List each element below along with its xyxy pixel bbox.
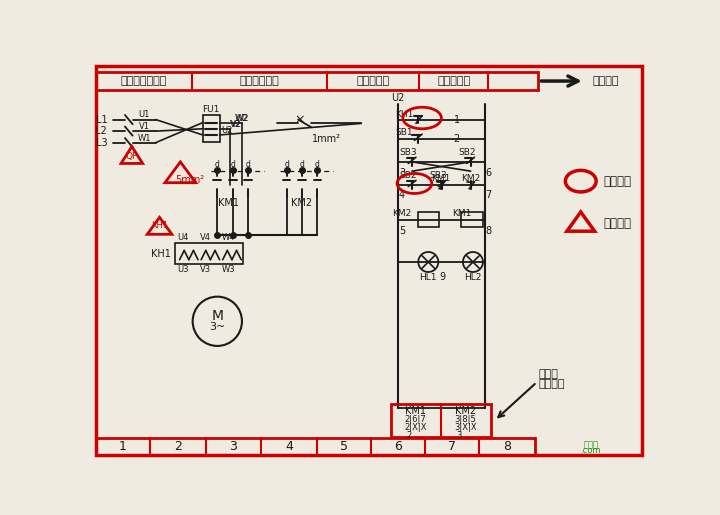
- Text: SB2: SB2: [458, 148, 475, 157]
- Text: d: d: [300, 161, 305, 169]
- Text: L1: L1: [96, 114, 107, 125]
- Text: FU1: FU1: [202, 106, 220, 114]
- Text: 6: 6: [395, 439, 402, 453]
- Text: KM2: KM2: [392, 209, 412, 218]
- Text: 9: 9: [439, 272, 445, 282]
- Text: M: M: [211, 309, 223, 323]
- Text: KM1: KM1: [218, 198, 239, 209]
- Bar: [462, 212, 483, 227]
- Text: .com: .com: [580, 446, 601, 455]
- Text: SB3: SB3: [430, 171, 447, 180]
- Text: SB1: SB1: [395, 128, 413, 137]
- Text: U2: U2: [222, 126, 233, 135]
- Text: d: d: [215, 161, 220, 169]
- Text: 5mm²: 5mm²: [175, 175, 204, 184]
- Text: KM1: KM1: [431, 175, 450, 183]
- Text: V4: V4: [200, 233, 211, 242]
- Text: U4: U4: [177, 233, 189, 242]
- Text: KM2: KM2: [292, 198, 312, 209]
- Text: SB2: SB2: [400, 171, 417, 180]
- Text: 2|6|7: 2|6|7: [405, 416, 426, 424]
- Text: 图幅分区: 图幅分区: [593, 76, 618, 86]
- Text: KH1: KH1: [395, 110, 413, 119]
- Text: 3|8|5: 3|8|5: [455, 416, 477, 424]
- Text: KM1: KM1: [451, 209, 471, 218]
- Text: W2: W2: [235, 113, 248, 123]
- Text: L3: L3: [96, 138, 107, 148]
- Text: KM2: KM2: [455, 406, 476, 416]
- Text: 继电器: 继电器: [539, 369, 558, 380]
- Text: 电源开关及保护: 电源开关及保护: [120, 76, 167, 86]
- Text: 8: 8: [503, 439, 510, 453]
- Text: 2: 2: [174, 439, 181, 453]
- Bar: [96, 438, 534, 455]
- Text: d: d: [246, 161, 251, 169]
- Text: KH1: KH1: [151, 249, 171, 259]
- Text: 电动机反转: 电动机反转: [437, 76, 470, 86]
- Text: 3|X|X: 3|X|X: [454, 423, 477, 432]
- Bar: [96, 72, 539, 90]
- Text: 接线图: 接线图: [583, 440, 598, 449]
- Text: d: d: [284, 161, 289, 169]
- Text: 1mm²: 1mm²: [312, 134, 341, 144]
- Text: 1: 1: [119, 439, 127, 453]
- Text: 8: 8: [485, 226, 492, 236]
- Text: KH1: KH1: [151, 221, 168, 230]
- Text: W4: W4: [222, 233, 235, 242]
- Text: d: d: [230, 161, 235, 169]
- Text: KM2: KM2: [461, 175, 480, 183]
- Text: HL1: HL1: [420, 273, 437, 282]
- Text: 2: 2: [407, 431, 412, 440]
- Text: 2|X|X: 2|X|X: [405, 423, 427, 432]
- Text: 电动机正转: 电动机正转: [356, 76, 390, 86]
- Text: 3: 3: [456, 431, 462, 440]
- Text: U2: U2: [392, 93, 405, 103]
- Text: W2: W2: [236, 113, 249, 123]
- Text: 图形符号: 图形符号: [604, 175, 632, 187]
- Text: HL2: HL2: [464, 273, 482, 282]
- Text: 7: 7: [485, 190, 492, 200]
- Text: 文字符号: 文字符号: [604, 217, 632, 230]
- Text: V2: V2: [230, 119, 240, 129]
- Text: V1: V1: [139, 122, 150, 131]
- Bar: [175, 243, 243, 264]
- Text: 4: 4: [285, 439, 293, 453]
- Text: d: d: [315, 161, 320, 169]
- Text: V3: V3: [200, 265, 212, 274]
- Text: W1: W1: [138, 133, 151, 143]
- Text: 7: 7: [448, 439, 456, 453]
- Text: 5: 5: [399, 226, 405, 236]
- Text: U3: U3: [177, 265, 189, 274]
- Text: 3: 3: [230, 439, 238, 453]
- Text: U1: U1: [138, 110, 150, 119]
- Text: 3: 3: [399, 168, 405, 179]
- Text: 6: 6: [485, 168, 492, 179]
- Text: QF: QF: [126, 152, 138, 161]
- Text: 3~: 3~: [210, 322, 225, 333]
- Bar: [418, 212, 439, 227]
- Text: 4: 4: [399, 190, 405, 200]
- Text: L2: L2: [96, 126, 107, 136]
- Text: 1: 1: [454, 114, 460, 125]
- Text: KM1: KM1: [405, 406, 426, 416]
- Text: 2: 2: [454, 134, 460, 144]
- Bar: [203, 115, 220, 142]
- Text: 电动机正反转: 电动机正反转: [239, 76, 279, 86]
- Text: ×: ×: [294, 113, 305, 126]
- Bar: [390, 404, 490, 437]
- Text: 5: 5: [341, 439, 348, 453]
- Text: SB3: SB3: [400, 148, 417, 157]
- Text: W3: W3: [222, 265, 235, 274]
- Text: 索引代号: 索引代号: [539, 379, 565, 389]
- Text: V2: V2: [231, 119, 242, 129]
